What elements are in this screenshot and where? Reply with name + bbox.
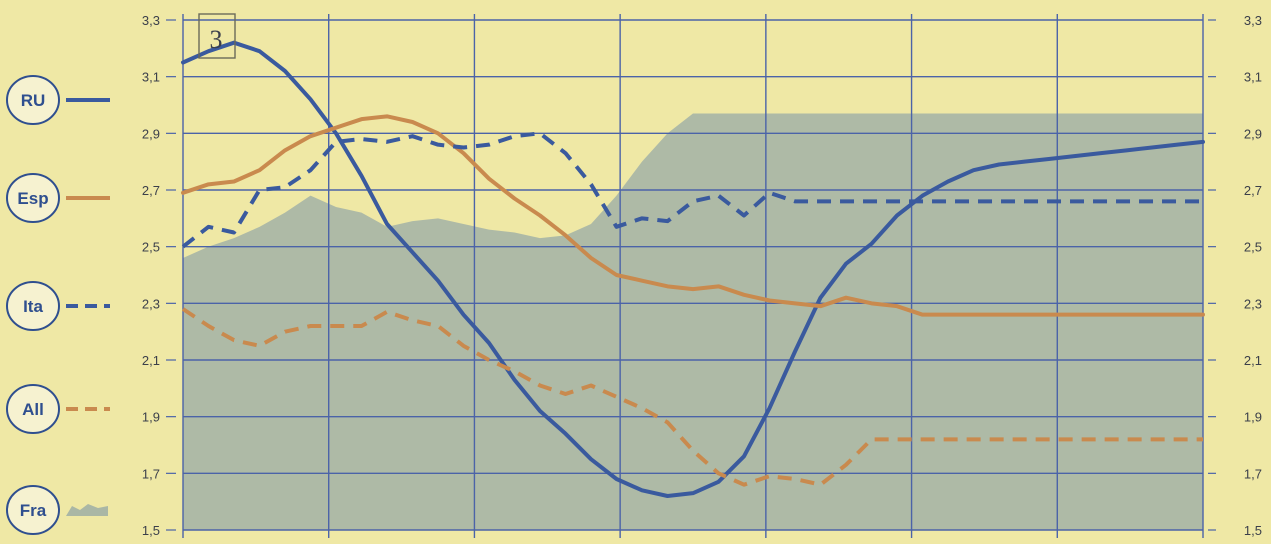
y-tick-label-left: 1,7 <box>142 466 160 481</box>
y-tick-label-left: 2,3 <box>142 296 160 311</box>
legend-item-fra: Fra <box>6 485 108 535</box>
y-tick-label-left: 3,1 <box>142 70 160 85</box>
y-tick-label-left: 2,1 <box>142 353 160 368</box>
legend-item-ru: RU <box>6 75 110 125</box>
legend-badge <box>6 173 60 223</box>
legend-label: All <box>22 400 44 419</box>
series-line-ru <box>181 40 1205 498</box>
legend-item-ita: Ita <box>6 281 110 331</box>
panel-layer: 3 <box>198 13 236 59</box>
y-tick-label-right: 3,1 <box>1244 70 1262 85</box>
legend-label: Fra <box>20 501 47 520</box>
legend-swatch <box>66 504 108 516</box>
y-tick-label-right: 2,7 <box>1244 183 1262 198</box>
legend-badge <box>6 281 60 331</box>
y-tick-label-right: 2,5 <box>1244 240 1262 255</box>
y-tick-label-right: 2,1 <box>1244 353 1262 368</box>
y-tick-label-left: 2,5 <box>142 240 160 255</box>
series-layer <box>181 40 1205 498</box>
y-tick-label-left: 1,9 <box>142 410 160 425</box>
y-tick-label-right: 2,9 <box>1244 126 1262 141</box>
legend-item-esp: Esp <box>6 173 110 223</box>
legend-badge <box>6 485 60 535</box>
legend-item-all: All <box>6 384 110 434</box>
legend-label: Ita <box>23 297 43 316</box>
y-tick-label-left: 3,3 <box>142 13 160 28</box>
y-tick-label-right: 2,3 <box>1244 296 1262 311</box>
y-tick-label-right: 1,9 <box>1244 410 1262 425</box>
y-tick-label-right: 1,7 <box>1244 466 1262 481</box>
y-tick-label-left: 2,7 <box>142 183 160 198</box>
y-tick-label-left: 2,9 <box>142 126 160 141</box>
axis-layer: 3,3 3,3 3,1 3,1 2,9 2,9 2,7 2,7 2,5 2,5 2,3 2,3 2,1 2… <box>142 13 1262 538</box>
y-tick-label-right: 1,5 <box>1244 523 1262 538</box>
y-tick-label-left: 1,5 <box>142 523 160 538</box>
legend-badge <box>6 384 60 434</box>
legend-label: RU <box>21 91 46 110</box>
panel-label-box <box>198 13 236 59</box>
area-layer <box>183 113 1203 530</box>
series-line-ita <box>181 131 1203 249</box>
series-line-esp <box>181 114 1205 317</box>
series-area-fra <box>183 113 1203 530</box>
legend-layer: RU Esp Ita All Fra <box>6 75 110 535</box>
panel-label: 3 <box>210 25 223 54</box>
legend-badge <box>6 75 60 125</box>
y-tick-label-right: 3,3 <box>1244 13 1262 28</box>
legend-label: Esp <box>17 189 48 208</box>
